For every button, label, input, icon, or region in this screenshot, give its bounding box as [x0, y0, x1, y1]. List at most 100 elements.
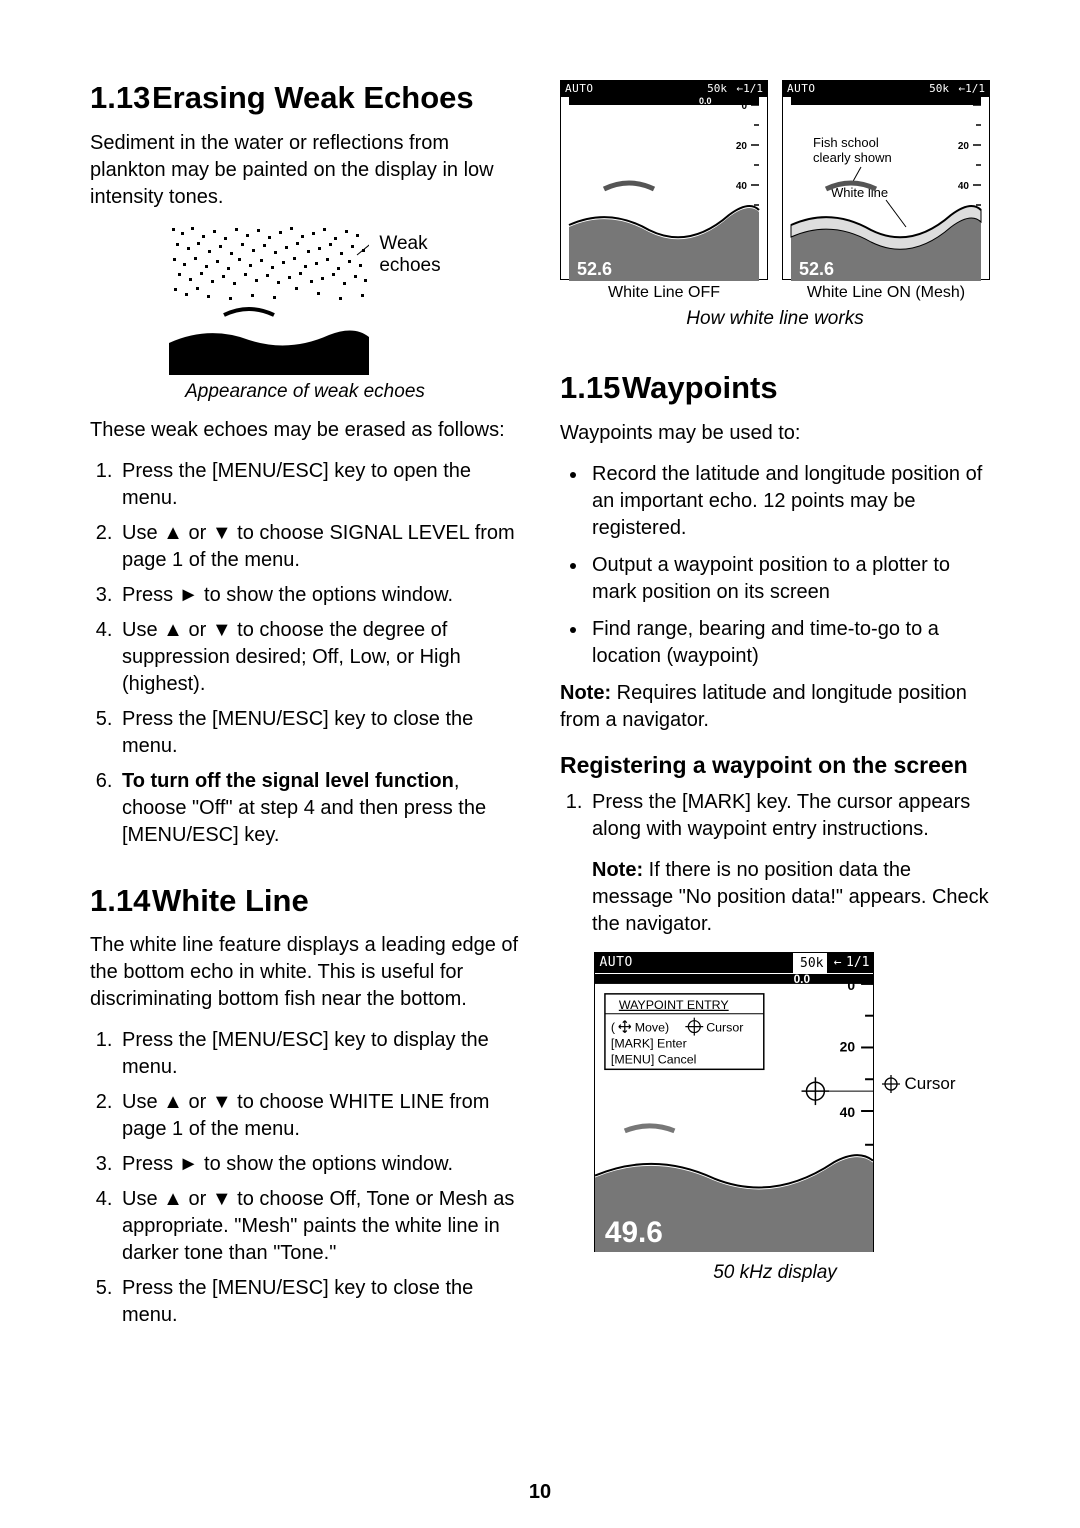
- svg-text:49.6: 49.6: [605, 1216, 663, 1249]
- s114-step: Use ▲ or ▼ to choose WHITE LINE from pag…: [118, 1089, 520, 1143]
- heading-1-13: 1.13Erasing Weak Echoes: [90, 80, 520, 116]
- sonar-display-on: AUTO 50k ← 1/1 20 40 60 80: [782, 80, 990, 280]
- s115-bullet: Record the latitude and longitude positi…: [588, 461, 990, 542]
- s114-step: Use ▲ or ▼ to choose Off, Tone or Mesh a…: [118, 1186, 520, 1267]
- note-text: Requires latitude and longitude position…: [560, 682, 967, 731]
- topbar-shift: 1/1: [743, 82, 763, 95]
- heading-1-14: 1.14White Line: [90, 883, 520, 919]
- note2-text: If there is no position data the message…: [592, 859, 989, 935]
- svg-text:40: 40: [958, 181, 970, 192]
- figure-weak-echoes: Weak echoes: [90, 225, 520, 375]
- white-line-off-panel: AUTO 50k ← 1/1 0.0 0 20 40 60: [560, 80, 768, 302]
- heading-num: 1.13: [90, 80, 152, 116]
- sonar-topbar: AUTO 50k ← 1/1 50k: [595, 953, 873, 973]
- register-wp-steps: Press the [MARK] key. The cursor appears…: [560, 789, 990, 938]
- topbar-arrow-icon: ←: [834, 955, 842, 970]
- weak-echoes-caption: Appearance of weak echoes: [90, 381, 520, 403]
- weak-echoes-svg: [169, 225, 369, 375]
- svg-text:0: 0: [741, 101, 747, 112]
- weak-echoes-label: Weak echoes: [379, 225, 440, 279]
- wp-display-caption: 50 kHz display: [560, 1262, 990, 1284]
- svg-text:52.6: 52.6: [799, 259, 834, 279]
- svg-text:Move): Move): [635, 1021, 669, 1035]
- sonar-off-svg: 0.0 0 20 40 60 80: [561, 97, 767, 281]
- sonar-display-waypoint: AUTO 50k ← 1/1 50k 0.0 0 20 40: [594, 952, 874, 1252]
- svg-text:20: 20: [958, 141, 970, 152]
- step6-bold: To turn off the signal level function: [122, 770, 454, 792]
- s115-bullet: Find range, bearing and time-to-go to a …: [588, 616, 990, 670]
- figure-white-line: AUTO 50k ← 1/1 0.0 0 20 40 60: [560, 80, 990, 302]
- svg-text:20: 20: [840, 1039, 856, 1055]
- topbar-auto: AUTO: [787, 82, 816, 95]
- s115-bullet: Output a waypoint position to a plotter …: [588, 552, 990, 606]
- topbar-arrow-icon: ←: [958, 82, 965, 95]
- s114-steps: Press the [MENU/ESC] key to display the …: [90, 1027, 520, 1329]
- s114-step: Press ► to show the options window.: [118, 1151, 520, 1178]
- svg-text:40: 40: [736, 181, 748, 192]
- s113-step-6: To turn off the signal level function, c…: [118, 768, 520, 849]
- topbar-shift: 1/1: [846, 955, 869, 970]
- subheading-register-waypoint: Registering a waypoint on the screen: [560, 752, 990, 780]
- svg-text:20: 20: [736, 141, 748, 152]
- cursor-label-text: Cursor: [904, 1074, 955, 1094]
- s115-p1: Waypoints may be used to:: [560, 420, 990, 447]
- s113-step: Use ▲ or ▼ to choose SIGNAL LEVEL from p…: [118, 520, 520, 574]
- weak-label-2: echoes: [379, 255, 440, 276]
- heading-num: 1.14: [90, 883, 152, 919]
- topbar-auto: AUTO: [599, 955, 632, 970]
- sonar-topbar: AUTO 50k ← 1/1: [561, 81, 767, 97]
- figure-waypoint-display: AUTO 50k ← 1/1 50k 0.0 0 20 40: [560, 952, 990, 1252]
- svg-text:40: 40: [840, 1104, 856, 1120]
- right-column: AUTO 50k ← 1/1 0.0 0 20 40 60: [560, 80, 990, 1337]
- page-number: 10: [0, 1481, 1080, 1504]
- svg-text:WAYPOINT ENTRY: WAYPOINT ENTRY: [619, 998, 729, 1012]
- topbar-freq: 50k: [929, 82, 949, 95]
- white-line-off-caption: White Line OFF: [560, 284, 768, 302]
- svg-text:[MARK] Enter: [MARK] Enter: [611, 1037, 687, 1051]
- svg-text:Fish school: Fish school: [813, 135, 879, 150]
- s113-steps: Press the [MENU/ESC] key to open the men…: [90, 458, 520, 849]
- svg-text:0: 0: [848, 977, 856, 993]
- svg-text:0.0: 0.0: [794, 973, 811, 986]
- cursor-callout: Cursor: [882, 1074, 955, 1094]
- heading-1-15: 1.15Waypoints: [560, 370, 990, 406]
- topbar-auto: AUTO: [565, 82, 594, 95]
- weak-label-1: Weak: [379, 233, 427, 254]
- s115-note: Note: Requires latitude and longitude po…: [560, 680, 990, 734]
- heading-title: Erasing Weak Echoes: [152, 80, 474, 115]
- svg-text:52.6: 52.6: [577, 259, 612, 279]
- sonar-topbar: AUTO 50k ← 1/1: [783, 81, 989, 97]
- topbar-arrow-icon: ←: [736, 82, 743, 95]
- svg-text:clearly shown: clearly shown: [813, 150, 892, 165]
- s114-p1: The white line feature displays a leadin…: [90, 932, 520, 1013]
- step1-text: Press the [MARK] key. The cursor appears…: [592, 791, 970, 840]
- svg-text:White line: White line: [831, 185, 888, 200]
- sonar-on-svg: 20 40 60 80 Fish sc: [783, 97, 989, 281]
- s114-step: Press the [MENU/ESC] key to display the …: [118, 1027, 520, 1081]
- topbar-shift: 1/1: [965, 82, 985, 95]
- s113-step: Use ▲ or ▼ to choose the degree of suppr…: [118, 617, 520, 698]
- svg-text:0.0: 0.0: [699, 97, 712, 106]
- heading-num: 1.15: [560, 370, 622, 406]
- cursor-icon: [882, 1075, 900, 1093]
- s113-step: Press the [MENU/ESC] key to open the men…: [118, 458, 520, 512]
- sonar-wp-svg: 0.0 0 20 40 60 80: [595, 973, 873, 1253]
- white-line-caption: How white line works: [560, 308, 990, 330]
- left-column: 1.13Erasing Weak Echoes Sediment in the …: [90, 80, 520, 1337]
- s113-step: Press the [MENU/ESC] key to close the me…: [118, 706, 520, 760]
- register-wp-step-1: Press the [MARK] key. The cursor appears…: [588, 789, 990, 938]
- white-line-on-caption: White Line ON (Mesh): [782, 284, 990, 302]
- s114-step: Press the [MENU/ESC] key to close the me…: [118, 1275, 520, 1329]
- note2-label: Note:: [592, 859, 643, 881]
- s113-p1: Sediment in the water or reflections fro…: [90, 130, 520, 211]
- s113-p2: These weak echoes may be erased as follo…: [90, 417, 520, 444]
- topbar-freq: 50k: [707, 82, 727, 95]
- heading-title: White Line: [152, 883, 309, 918]
- note-label: Note:: [560, 682, 611, 704]
- s113-step: Press ► to show the options window.: [118, 582, 520, 609]
- heading-title: Waypoints: [622, 370, 778, 405]
- sonar-display-off: AUTO 50k ← 1/1 0.0 0 20 40 60: [560, 80, 768, 280]
- s115-bullets: Record the latitude and longitude positi…: [560, 461, 990, 670]
- svg-text:Cursor: Cursor: [707, 1021, 744, 1035]
- svg-text:[MENU] Cancel: [MENU] Cancel: [611, 1053, 697, 1067]
